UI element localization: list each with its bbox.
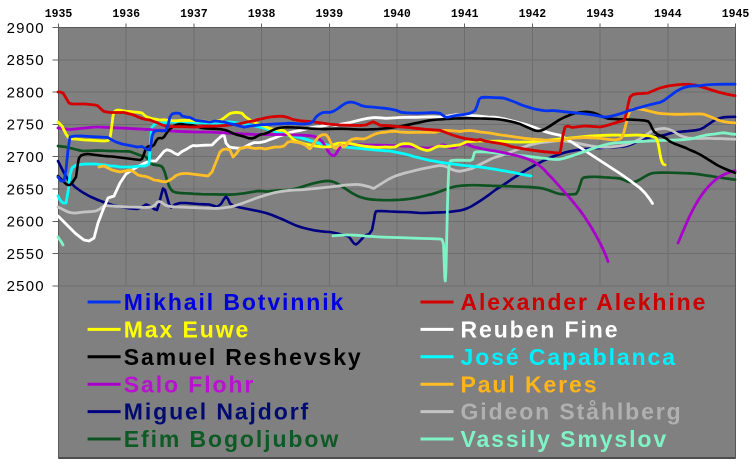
svg-text:2550: 2550 — [7, 246, 45, 263]
svg-text:Paul Keres: Paul Keres — [461, 371, 599, 397]
svg-text:1936: 1936 — [112, 8, 140, 21]
svg-text:1944: 1944 — [654, 8, 682, 21]
svg-text:2850: 2850 — [7, 52, 45, 69]
svg-text:1939: 1939 — [315, 8, 343, 21]
svg-text:2800: 2800 — [7, 84, 45, 101]
svg-text:2500: 2500 — [7, 278, 45, 295]
svg-text:Max Euwe: Max Euwe — [124, 317, 250, 343]
svg-text:1937: 1937 — [180, 8, 208, 21]
svg-text:1938: 1938 — [248, 8, 276, 21]
svg-text:2900: 2900 — [7, 20, 45, 37]
svg-text:Miguel Najdorf: Miguel Najdorf — [124, 399, 310, 425]
svg-text:1943: 1943 — [586, 8, 614, 21]
svg-text:1935: 1935 — [45, 8, 73, 21]
svg-text:Alexander Alekhine: Alexander Alekhine — [461, 289, 708, 315]
svg-text:Mikhail Botvinnik: Mikhail Botvinnik — [124, 289, 345, 315]
svg-text:2700: 2700 — [7, 149, 45, 166]
svg-text:1941: 1941 — [451, 8, 479, 21]
svg-text:2600: 2600 — [7, 214, 45, 231]
svg-text:1940: 1940 — [383, 8, 411, 21]
svg-text:Salo Flohr: Salo Flohr — [124, 371, 255, 397]
svg-text:1945: 1945 — [722, 8, 750, 21]
svg-text:Vassily Smyslov: Vassily Smyslov — [461, 426, 669, 452]
svg-text:1942: 1942 — [519, 8, 547, 21]
svg-text:Reuben Fine: Reuben Fine — [461, 317, 620, 343]
svg-text:2650: 2650 — [7, 181, 45, 198]
svg-text:Samuel Reshevsky: Samuel Reshevsky — [124, 344, 363, 370]
svg-text:2750: 2750 — [7, 117, 45, 134]
svg-text:José Capablanca: José Capablanca — [461, 344, 677, 370]
svg-text:Efim Bogoljubow: Efim Bogoljubow — [124, 426, 340, 452]
svg-text:Gideon Ståhlberg: Gideon Ståhlberg — [461, 399, 683, 425]
